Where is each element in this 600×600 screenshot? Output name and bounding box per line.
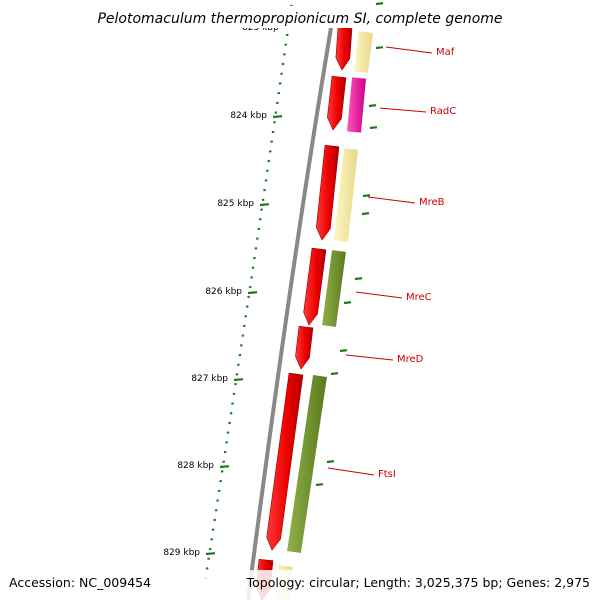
feature-tick — [368, 104, 377, 108]
major-tick — [205, 552, 216, 556]
gene-leader-line — [367, 196, 416, 204]
feature-tick — [369, 126, 378, 130]
major-tick — [233, 378, 244, 382]
topology-text: Topology: circular; Length: 3,025,375 bp… — [246, 575, 590, 590]
cds-arrow — [303, 247, 327, 326]
tick-label: 825 kbp — [217, 199, 254, 209]
cog-bars — [275, 31, 373, 600]
feature-tick — [361, 212, 370, 216]
gene-labels: Maf RadC MreB MreC MreD FtsI — [327, 46, 456, 480]
map-title: Pelotomaculum thermopropionicum SI, comp… — [97, 11, 502, 27]
tick-label: 827 kbp — [191, 374, 228, 384]
title-background — [95, 6, 505, 28]
tick-label: 828 kbp — [177, 461, 214, 471]
major-tick — [219, 465, 230, 469]
gene-label: RadC — [430, 106, 456, 117]
feature-tick — [315, 483, 324, 487]
tick-label: 829 kbp — [163, 548, 200, 558]
gene-label: MreC — [406, 292, 432, 303]
cds-arrow — [266, 372, 304, 551]
feature-tick — [326, 460, 335, 464]
tick-label: 824 kbp — [230, 111, 267, 121]
cds-arrow — [295, 325, 314, 370]
major-tick — [272, 115, 283, 119]
genome-backbone — [246, 27, 333, 600]
feature-tick — [375, 46, 384, 50]
cog-bar — [354, 31, 373, 73]
feature-tick — [362, 194, 371, 198]
cds-arrow — [335, 27, 353, 71]
gene-leader-line — [327, 467, 375, 476]
cds-arrow — [327, 75, 347, 131]
tick-label: 826 kbp — [205, 287, 242, 297]
major-ticks: 824 kbp 825 kbp 826 kbp 827 kbp 828 kbp 829 k… — [163, 111, 283, 558]
gene-leader-line — [355, 291, 403, 299]
accession-text: Accession: NC_009454 — [9, 575, 151, 590]
feature-tick — [339, 349, 348, 353]
feature-tick — [330, 372, 339, 376]
footer-background — [0, 570, 600, 600]
gene-label: MreD — [397, 354, 424, 365]
feature-tick — [375, 2, 384, 6]
major-tick — [247, 291, 258, 295]
gene-leader-line — [385, 46, 433, 54]
cds-arrow — [316, 144, 340, 241]
cog-bar — [322, 250, 346, 327]
gene-leader-line — [345, 354, 394, 361]
cog-bar — [287, 374, 327, 554]
gene-label: FtsI — [378, 469, 396, 480]
minor-ticks — [204, 4, 293, 580]
gene-label: MreB — [419, 197, 445, 208]
cog-bar — [334, 148, 358, 242]
major-tick — [259, 203, 270, 207]
gene-label: Maf — [436, 47, 455, 58]
gene-leader-line — [379, 107, 427, 113]
cog-bar — [347, 77, 366, 133]
feature-ticks — [315, 2, 384, 487]
feature-tick — [354, 277, 363, 281]
feature-tick — [343, 301, 352, 305]
